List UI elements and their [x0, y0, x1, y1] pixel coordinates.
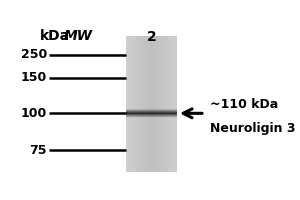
- Bar: [154, 36, 155, 172]
- Text: 150: 150: [20, 71, 47, 84]
- Bar: [155, 36, 157, 172]
- Text: 2: 2: [147, 30, 156, 44]
- Bar: [142, 36, 144, 172]
- Text: 100: 100: [20, 107, 47, 120]
- Bar: [164, 36, 166, 172]
- Bar: [173, 36, 174, 172]
- Bar: [145, 36, 146, 172]
- Bar: [152, 36, 153, 172]
- Bar: [157, 36, 158, 172]
- Bar: [174, 36, 176, 172]
- Bar: [144, 36, 145, 172]
- Bar: [163, 36, 164, 172]
- Bar: [171, 36, 172, 172]
- Bar: [132, 36, 134, 172]
- Bar: [167, 36, 168, 172]
- Bar: [126, 36, 127, 172]
- Bar: [146, 36, 148, 172]
- Text: 75: 75: [29, 144, 47, 157]
- Bar: [149, 36, 150, 172]
- Bar: [159, 36, 160, 172]
- Text: Neuroligin 3: Neuroligin 3: [210, 122, 295, 135]
- Bar: [128, 36, 130, 172]
- Bar: [131, 36, 132, 172]
- Bar: [135, 36, 136, 172]
- Bar: [162, 36, 163, 172]
- Bar: [127, 36, 128, 172]
- Bar: [160, 36, 162, 172]
- Bar: [168, 36, 169, 172]
- Bar: [134, 36, 135, 172]
- Bar: [166, 36, 167, 172]
- Bar: [158, 36, 159, 172]
- Bar: [153, 36, 154, 172]
- Bar: [140, 36, 141, 172]
- Text: kDa: kDa: [40, 29, 70, 43]
- Bar: [150, 36, 152, 172]
- Bar: [172, 36, 173, 172]
- Bar: [139, 36, 140, 172]
- Text: 250: 250: [20, 48, 47, 61]
- Bar: [148, 36, 149, 172]
- Bar: [136, 36, 137, 172]
- Bar: [176, 36, 177, 172]
- Text: ~110 kDa: ~110 kDa: [210, 98, 278, 111]
- Text: MW: MW: [64, 29, 93, 43]
- Bar: [141, 36, 142, 172]
- Bar: [130, 36, 131, 172]
- Bar: [137, 36, 139, 172]
- Bar: [169, 36, 171, 172]
